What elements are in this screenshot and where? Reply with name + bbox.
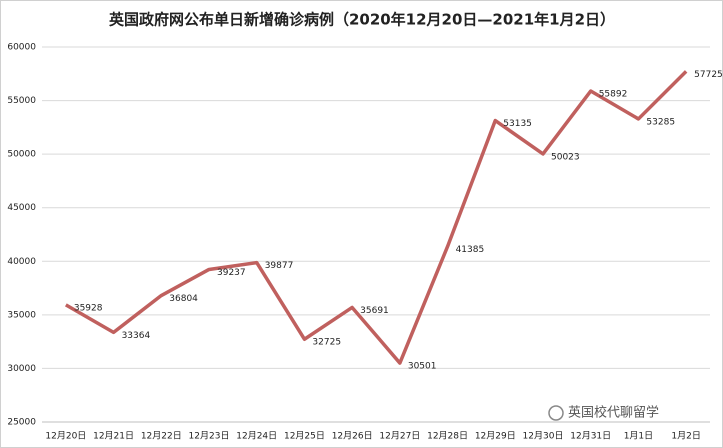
x-tick-label: 12月27日: [379, 431, 420, 442]
y-tick-label: 55000: [7, 96, 36, 106]
x-tick-label: 12月28日: [427, 431, 468, 442]
x-tick-label: 1月1日: [624, 431, 653, 442]
watermark: 英国校代聊留学: [568, 405, 659, 421]
data-label: 41385: [456, 245, 485, 255]
data-label: 35928: [74, 303, 103, 313]
y-tick-label: 50000: [7, 150, 36, 160]
x-tick-label: 12月30日: [523, 431, 564, 442]
x-tick-label: 12月23日: [189, 431, 230, 442]
data-label: 55892: [599, 90, 628, 100]
y-tick-label: 25000: [7, 418, 36, 428]
data-label: 35691: [360, 306, 389, 316]
data-label: 30501: [408, 362, 437, 372]
data-label: 53285: [646, 117, 675, 127]
x-tick-label: 12月25日: [284, 431, 325, 442]
data-label: 39877: [265, 261, 294, 271]
x-tick-label: 12月29日: [475, 431, 516, 442]
data-label: 32725: [312, 338, 341, 348]
data-line: [64, 70, 688, 365]
x-tick-label: 12月31日: [570, 431, 611, 442]
data-label: 50023: [551, 152, 580, 162]
x-tick-label: 12月26日: [332, 431, 373, 442]
x-tick-label: 1月2日: [671, 431, 700, 442]
data-label: 57725: [694, 70, 723, 80]
data-label: 53135: [503, 119, 532, 129]
y-tick-label: 40000: [7, 257, 36, 267]
watermark-group: 英国校代聊留学: [548, 405, 659, 421]
y-tick-label: 60000: [7, 43, 36, 53]
y-tick-label: 30000: [7, 364, 36, 374]
watermark-icon: [548, 405, 564, 421]
data-label: 39237: [217, 268, 246, 278]
x-tick-label: 12月21日: [93, 431, 134, 442]
x-tick-label: 12月24日: [236, 431, 277, 442]
data-label: 33364: [122, 331, 151, 341]
x-tick-label: 12月22日: [141, 431, 182, 442]
x-tick-label: 12月20日: [45, 431, 86, 442]
y-tick-label: 45000: [7, 203, 36, 213]
y-tick-label: 35000: [7, 310, 36, 320]
data-label: 36804: [169, 294, 198, 304]
chart-title: 英国政府网公布单日新增确诊病例（2020年12月20日—2021年1月2日）: [109, 11, 615, 29]
